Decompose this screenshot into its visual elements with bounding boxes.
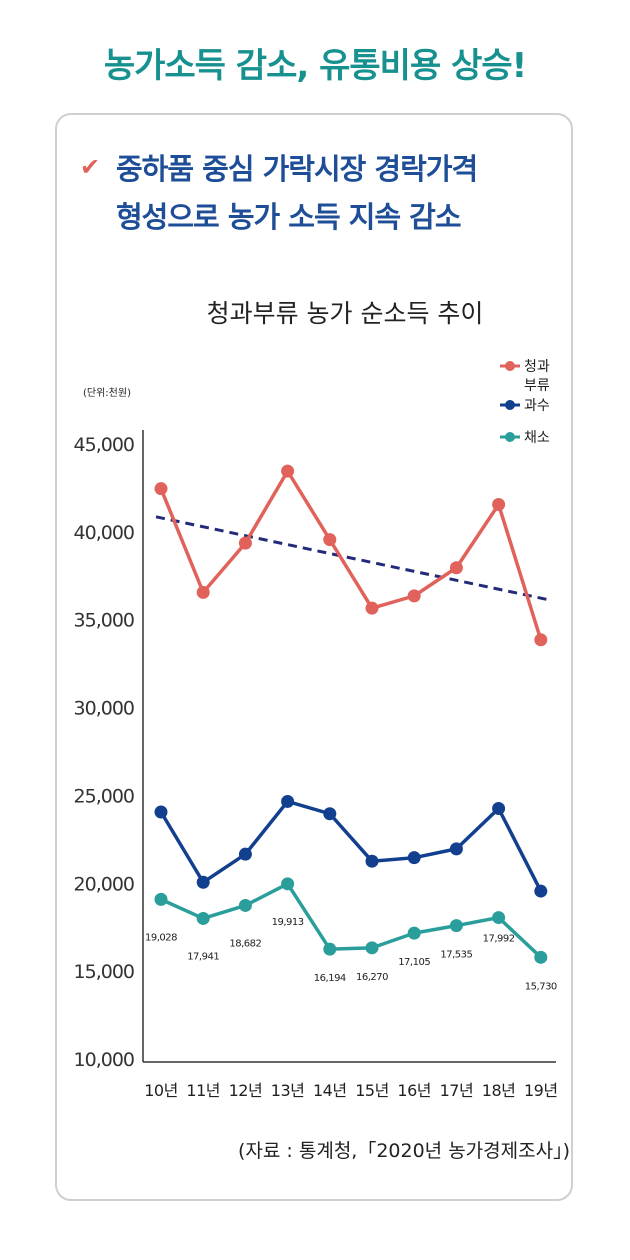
source-note: (자료 : 통계청,「2020년 농가경제조사」) xyxy=(238,1140,570,1162)
data-point xyxy=(492,911,506,925)
data-point xyxy=(281,464,295,478)
data-point xyxy=(449,561,463,575)
data-label: 17,535 xyxy=(440,950,472,961)
legend-label: 과수 xyxy=(524,398,550,414)
legend-label: 채소 xyxy=(524,430,550,446)
legend-swatch-dot xyxy=(505,432,515,442)
x-tick-label: 16년 xyxy=(397,1081,431,1100)
data-label: 17,105 xyxy=(398,957,430,968)
x-tick-label: 14년 xyxy=(313,1081,347,1100)
y-tick-label: 10,000 xyxy=(74,1049,134,1071)
check-icon: ✔ xyxy=(80,153,101,181)
x-tick-label: 10년 xyxy=(144,1081,178,1100)
data-point xyxy=(492,801,506,815)
data-point xyxy=(154,892,168,906)
series-line xyxy=(159,799,543,892)
data-point xyxy=(196,911,210,925)
y-tick-label: 35,000 xyxy=(74,610,134,632)
chart-title: 청과부류 농가 순소득 추이 xyxy=(207,299,484,328)
data-label: 16,270 xyxy=(356,972,388,983)
data-point xyxy=(534,633,548,647)
data-point xyxy=(534,884,548,898)
content-card xyxy=(55,113,573,1201)
y-tick-label: 25,000 xyxy=(74,785,134,807)
data-label: 17,992 xyxy=(483,934,515,945)
x-tick-label: 12년 xyxy=(229,1081,263,1100)
data-label: 19,028 xyxy=(145,932,177,943)
series-line xyxy=(160,882,542,959)
legend-swatch-dot xyxy=(505,400,515,410)
data-point xyxy=(196,585,210,599)
data-label: 17,941 xyxy=(187,951,219,962)
x-tick-label: 15년 xyxy=(355,1081,389,1100)
data-label: 16,194 xyxy=(314,973,346,984)
data-point xyxy=(492,498,506,511)
data-point xyxy=(196,875,210,889)
data-point xyxy=(154,482,168,496)
subtitle-line-2: 형성으로 농가 소득 지속 감소 xyxy=(116,200,462,234)
data-point xyxy=(365,601,379,615)
data-point xyxy=(407,589,421,603)
data-label: 19,913 xyxy=(272,917,304,928)
y-tick-label: 45,000 xyxy=(74,434,134,456)
data-point xyxy=(323,942,337,956)
data-point xyxy=(281,877,295,891)
x-tick-label: 18년 xyxy=(482,1081,516,1100)
y-tick-label: 30,000 xyxy=(74,698,134,720)
data-point xyxy=(534,950,548,964)
subtitle-line-1: 중하품 중심 가락시장 경락가격 xyxy=(116,152,478,186)
data-point xyxy=(238,536,252,550)
data-point xyxy=(365,854,379,868)
y-tick-label: 15,000 xyxy=(74,961,134,983)
data-point xyxy=(407,926,421,940)
x-tick-label: 13년 xyxy=(271,1081,305,1100)
y-tick-label: 20,000 xyxy=(74,873,134,895)
trend-line xyxy=(155,515,548,601)
data-label: 15,730 xyxy=(525,981,557,992)
legend-label: 부류 xyxy=(524,378,550,394)
x-tick-label: 17년 xyxy=(440,1081,474,1100)
data-point xyxy=(449,842,463,856)
data-point xyxy=(407,851,421,865)
legend-label: 청과 xyxy=(524,359,550,375)
data-point xyxy=(449,919,463,933)
data-point xyxy=(238,898,252,912)
unit-label: (단위:천원) xyxy=(83,386,131,399)
data-point xyxy=(281,794,295,808)
subtitle: 중하품 중심 가락시장 경락가격 형성으로 농가 소득 지속 감소 xyxy=(116,145,586,241)
data-point xyxy=(323,807,337,821)
y-tick-label: 40,000 xyxy=(74,522,134,544)
data-point xyxy=(323,533,337,547)
data-point xyxy=(238,847,252,861)
headline: 농가소득 감소, 유통비용 상승! xyxy=(103,46,527,86)
data-point xyxy=(365,941,379,955)
data-point xyxy=(154,805,168,819)
data-label: 18,682 xyxy=(229,938,261,949)
legend-swatch-dot xyxy=(505,361,515,371)
x-tick-label: 11년 xyxy=(186,1081,220,1100)
series-line xyxy=(159,469,543,641)
x-tick-label: 19년 xyxy=(524,1081,558,1100)
